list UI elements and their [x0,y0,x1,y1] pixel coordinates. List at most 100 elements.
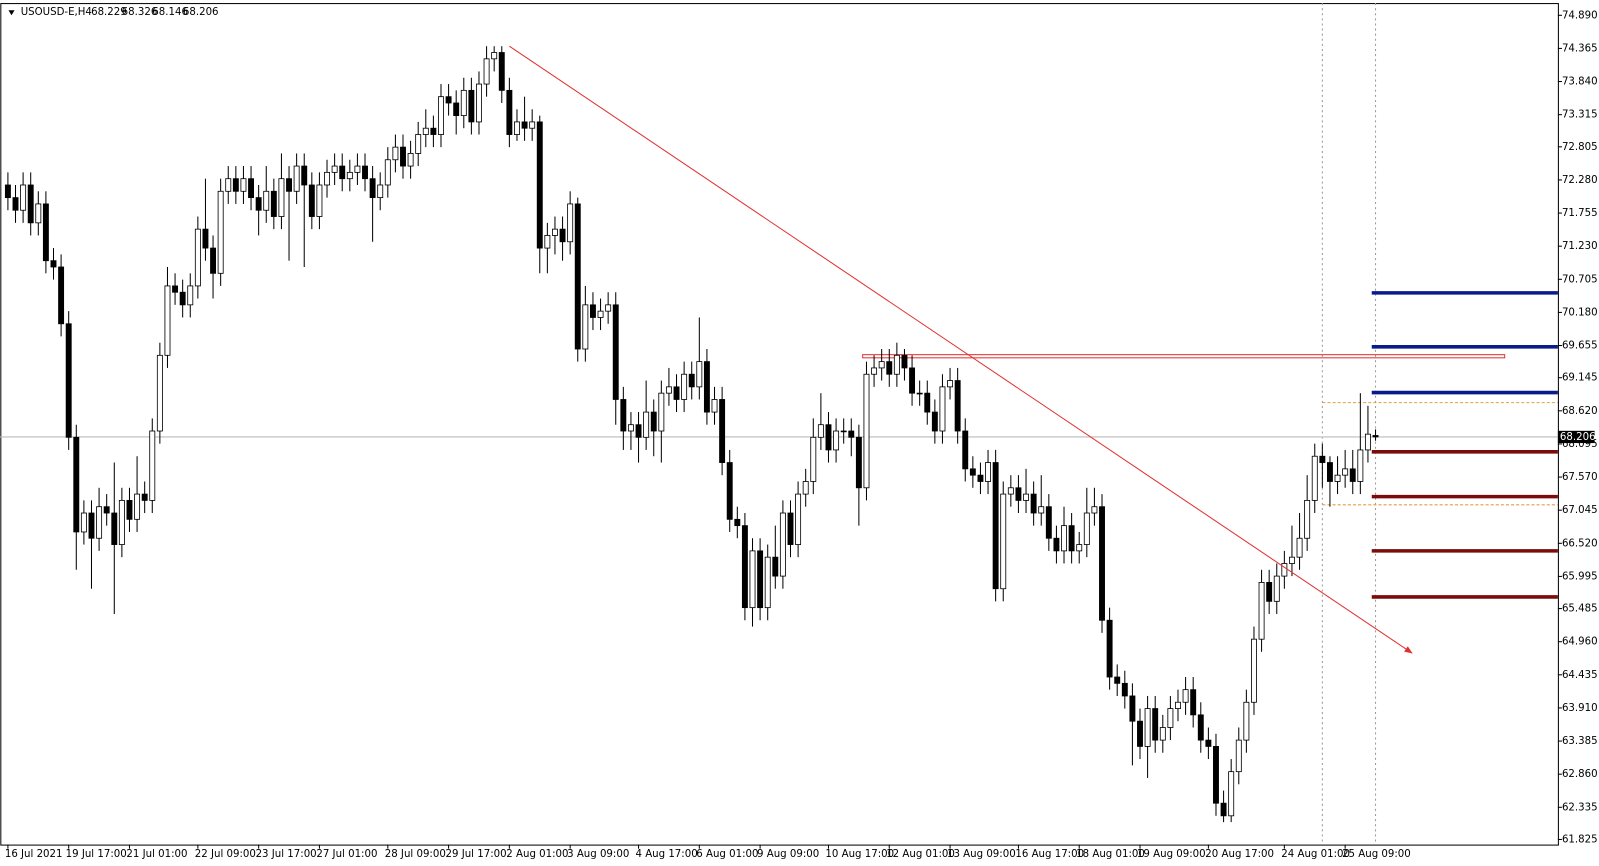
menu-arrow[interactable] [8,10,15,16]
candle-body [514,121,520,135]
candle-body [741,525,748,609]
y-tick-label: 65.485 [1562,604,1598,615]
candle-body [202,228,209,249]
candle-body [688,373,695,388]
x-tick-label: 2 Aug 01:00 [506,849,568,860]
candle-body [240,178,247,192]
candle-body [681,373,688,400]
x-tick-label: 13 Aug 09:00 [947,849,1016,860]
candle-body [521,121,528,129]
y-tick-label: 74.890 [1562,10,1598,21]
candle-body [620,399,627,432]
x-tick-label: 24 Aug 01:00 [1281,849,1350,860]
candle-body [103,506,110,514]
y-tick-label: 73.315 [1562,110,1598,121]
candle-body [787,512,794,545]
candle-body [567,203,574,243]
y-tick-label: 69.655 [1562,341,1598,352]
candle-body [491,52,498,60]
candle-body [962,430,969,470]
candle-body [1372,435,1379,438]
candle-body [498,52,505,91]
candle-body [1038,506,1045,514]
x-tick-label: 19 Jul 17:00 [66,849,127,860]
y-tick-label: 64.960 [1562,637,1598,648]
candle-body [810,436,817,482]
y-tick-label: 63.385 [1562,736,1598,747]
candle-body [931,411,938,432]
candle-body [650,411,657,432]
candle-body [916,392,923,395]
candle-body [1243,701,1250,741]
y-tick-label: 70.705 [1562,274,1598,285]
candle-body [1167,708,1174,728]
candle-body [817,424,824,438]
candle-body [392,146,399,161]
candle-body [855,436,862,489]
y-tick-label: 71.230 [1562,241,1598,252]
candle-body [969,468,976,476]
candle-body [1114,676,1121,684]
candle-body [1175,701,1181,709]
candle-body [544,235,551,249]
candle-body [316,184,323,217]
y-tick-label: 72.280 [1562,175,1598,186]
candle-body [438,96,444,135]
candle-body [1182,689,1189,703]
candle-body [848,430,855,438]
candle-body [301,165,308,186]
candle-body [354,165,361,173]
candle-body [1334,474,1341,482]
x-tick-label: 29 Jul 17:00 [446,849,507,860]
candle-body [1121,682,1128,697]
candle-body [1099,506,1105,621]
plot-frame [0,3,1559,846]
y-tick-label: 65.995 [1562,571,1598,582]
candle-body [825,424,832,451]
candle-body [400,146,406,167]
candle-body [126,499,133,520]
candle-body [1281,563,1288,577]
candle-body [187,285,194,306]
candle-body [1296,537,1303,558]
trendline [509,45,1413,654]
candle-body [42,203,49,262]
x-tick-label: 25 Aug 09:00 [1342,849,1411,860]
x-tick-label: 23 Jul 17:00 [256,849,317,860]
resistance-zone [862,354,1506,359]
candle-body [445,96,452,104]
candle-body [369,178,376,199]
candle-body [460,89,467,117]
candle-body [947,380,954,388]
candle-body [1349,468,1356,482]
candle-body [909,367,916,394]
candle-body [1304,499,1311,539]
header-low: 68.146 [152,7,188,18]
candle-body [134,493,141,520]
candle-body [1137,720,1143,747]
candle-body [1228,771,1235,817]
candle-body [4,184,11,199]
candle-body [255,197,262,211]
candle-body [924,392,931,413]
x-tick-label: 16 Jul 2021 [5,849,63,860]
x-tick-label: 6 Aug 01:00 [696,849,758,860]
x-tick-label: 9 Aug 09:00 [757,849,819,860]
candle-body [1205,739,1212,747]
candle-body [58,266,65,325]
candle-body [1023,493,1029,501]
symbol: USOUSD-E,H4 [21,7,92,18]
candle-body [50,260,57,268]
candle-body [833,430,840,451]
bid-label: 68.206 [1560,432,1596,443]
candle-body [703,361,710,413]
candle-body [1083,512,1090,545]
candle-body [582,304,589,350]
candle-body [278,178,285,217]
candle-body [1273,575,1280,602]
candle-body [1289,556,1295,564]
candle-body [795,493,802,545]
candle-body [552,228,558,236]
candle-body [1213,746,1219,804]
y-tick-label: 62.335 [1562,802,1598,813]
